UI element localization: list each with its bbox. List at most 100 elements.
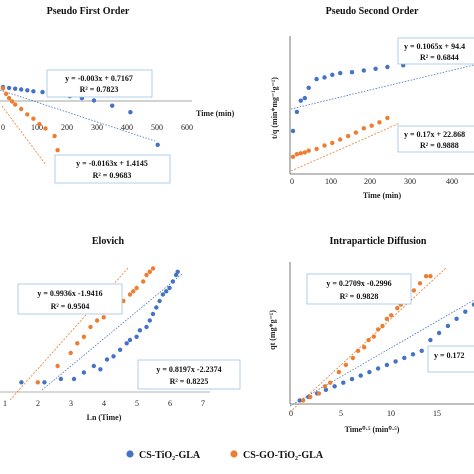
pfo-x-ticks: 0 100 200 300 400 500 600 [1,123,193,132]
pso-blue-point [373,66,378,72]
ipd-blue-point [358,373,363,378]
ipd-xtick: 0 [289,409,293,418]
pso-annotation-orange: y = 0.17x + 22.868 R² = 0.9888 [397,125,474,153]
ipd-orange-point [371,334,376,339]
elovich-blue-point [111,354,116,359]
ipd-orange-point [428,274,433,279]
elovich-xtick: 6 [168,399,172,408]
pfo-blue-point [19,87,24,92]
elovich-blue-point [91,363,97,369]
pso-eq-orange: y = 0.17x + 22.868 [404,130,465,139]
pfo-xtick: 200 [61,123,73,132]
annotation-box [397,37,474,65]
ipd-orange-point [316,391,322,396]
pso-orange-point [345,133,351,139]
pfo-xtick: 300 [91,123,103,132]
ipd-blue-point [402,355,407,361]
ipd-orange-point [355,348,361,353]
pfo-xtick: 400 [121,123,133,132]
pfo-orange-point [31,116,36,121]
annotation-box [17,283,123,315]
elovich-orange-point [81,334,87,339]
pso-r2-orange: R² = 0.9888 [420,141,459,150]
pso-xtick: 200 [364,177,376,186]
elovich-points [19,266,180,385]
ipd-orange-point [336,369,342,375]
elovich-eq-blue: y = 0.8197x -2.2374 [156,365,221,374]
pfo-blue-point [91,98,97,103]
elovich-xtick: 7 [201,399,205,408]
pfo-orange-point [9,99,15,104]
pfo-blue-point [128,110,133,115]
ipd-blue-point [393,359,398,364]
elovich-xlabel: Ln (Time) [87,413,122,422]
elovich-blue-point [127,337,133,343]
ipd-r2-orange: R² = 0.9828 [340,292,379,301]
elovich-trend-blue [41,273,183,391]
ipd-annotation-orange: y = 0.2709x -0.2996 R² = 0.9828 [306,273,412,305]
pfo-xlabel: Time (min) [196,109,235,118]
annotation-box [137,359,241,390]
elovich-orange-point [127,292,133,297]
elovich-orange-point [150,266,156,271]
pso-xtick: 100 [325,177,337,186]
ipd-blue-point [463,309,468,314]
pso-trend-blue [290,64,474,110]
ipd-blue-point [454,316,459,321]
ipd-points [297,274,474,403]
pso-blue-point [294,109,300,115]
ipd-orange-point [375,327,381,332]
annotation-box [54,154,171,184]
pso-orange-point [314,146,319,152]
pso-eq-blue: y = 0.1065x + 94.4 [404,42,465,51]
ipd-orange-point [417,281,423,286]
ipd-orange-point [308,394,313,400]
ipd-blue-point [341,380,346,385]
pfo-orange-point [25,112,30,117]
legend-marker-cs-tio2-gla [126,450,134,458]
pfo-blue-point [6,85,12,91]
ipd-blue-point [323,387,329,392]
legend-label-cs-go-tio2-gla: CS-GO-TiO₂-GLA [243,450,324,461]
pso-blue-point [302,95,307,101]
ipd-blue-point [445,323,451,329]
pso-x-ticks: 0 100 200 300 400 [290,177,458,186]
ipd-xtick: 15 [433,409,441,418]
pso-orange-point [298,151,303,156]
pso-blue-point [385,64,390,70]
pfo-orange-point [55,148,60,153]
ipd-orange-point [423,274,429,279]
pso-blue-point [338,70,343,76]
ipd-blue-point [349,376,355,382]
pfo-xtick: 100 [31,123,43,132]
pfo-blue-point [25,88,30,93]
annotation-box [427,345,474,373]
elovich-orange-point [101,315,106,320]
pfo-orange-point [3,91,9,97]
elovich-eq-orange: y = 0.9936x -1.9416 [37,289,102,298]
pso-xlabel: Time (min) [363,191,402,200]
pso-orange-point [290,154,296,159]
elovich-r2-blue: R² = 0.8225 [170,377,209,386]
ipd-ylabel: qt (mg*g⁻¹) [268,310,277,350]
pso-title: Pseudo Second Order [326,6,419,17]
elovich-orange-point [94,318,100,323]
ipd-orange-point [411,288,417,293]
annotation-box [397,125,474,153]
elovich-blue-point [42,380,47,385]
pso-orange-point [377,120,382,125]
elovich-blue-point [175,269,180,274]
pfo-blue-point [13,86,18,91]
ipd-orange-point [380,323,385,329]
pso-orange-point [385,115,390,121]
panel-intraparticle-diffusion: Intraparticle Diffusion 0 5 10 15 Time⁰·… [268,236,474,434]
elovich-xtick: 2 [36,399,40,408]
ipd-blue-point [332,384,337,389]
pso-orange-point [361,126,366,131]
pfo-orange-point [13,102,18,107]
elovich-blue-point [104,357,110,362]
pso-orange-point [322,143,327,148]
pso-orange-point [330,140,335,146]
pfo-blue-point [40,89,45,95]
elovich-blue-point [81,370,87,375]
